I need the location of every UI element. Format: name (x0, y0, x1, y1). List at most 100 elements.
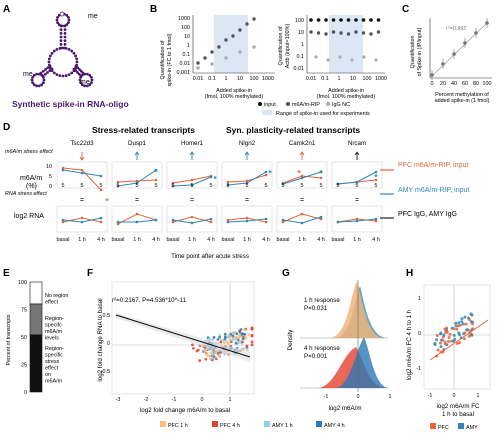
stress-arrow-icon (79, 152, 85, 161)
d-xtick: 4 h (152, 237, 160, 243)
nucleotide (79, 69, 83, 73)
g-p1: P=0.031 (304, 305, 328, 312)
f-point (208, 354, 212, 358)
b-right-xtick: 0.1 (321, 76, 329, 82)
c-xtick: 40 (451, 81, 457, 87)
d-xtick: basal (332, 237, 345, 243)
me-label-2: me (23, 71, 33, 78)
d-ytick: 5 (49, 174, 52, 180)
h-point (443, 327, 447, 331)
significance-star: * (319, 168, 323, 178)
b-left-xtick: 1000 (262, 76, 274, 82)
f-point (226, 335, 230, 339)
g-resp1: 1 h response (304, 297, 340, 304)
d-xtick: 4 h (97, 237, 105, 243)
series-point (300, 176, 304, 180)
c-point (452, 52, 456, 56)
b-right-ytick: 0.01 (294, 66, 305, 72)
rna-effect-equal: = (245, 197, 249, 204)
b-right-m6a-point (316, 31, 321, 35)
b-right-xtick: 1000 (375, 76, 387, 82)
panel-label-h: H (406, 268, 413, 279)
h-point (463, 331, 467, 335)
nucleotide (79, 81, 82, 85)
e-category-text: specific (45, 353, 63, 359)
b-right-ytick: 100 (295, 18, 304, 24)
igg-value: 5 (117, 183, 120, 189)
rna-effect-equal: = (80, 197, 84, 204)
h-point (444, 330, 448, 334)
b-right-igg-point (314, 55, 318, 59)
legend-pfc-label: PFC m6A/m-RIP, input (398, 162, 468, 169)
methyl-site (59, 11, 65, 17)
d-ytick: 10 (46, 164, 52, 170)
series-point (226, 183, 230, 187)
legend-input-marker (258, 102, 262, 106)
stress-arrow-icon (189, 151, 195, 160)
f-point (247, 332, 251, 336)
nucleotide (31, 81, 34, 85)
h-point (439, 331, 443, 335)
f-point (198, 359, 202, 362)
nucleotide (42, 81, 45, 85)
c-ylabel-2: of Spike-in (IP/input) (417, 27, 423, 76)
nucleotide (63, 28, 67, 32)
d-xtick: 4 h (372, 237, 380, 243)
b-left-xlabel-2: (fmol, 100% methylated) (205, 94, 264, 100)
h-point (447, 336, 451, 340)
c-r2: r²=0.992 (446, 26, 466, 32)
b-left-ytick: 1 (187, 43, 190, 49)
b-left-point (224, 56, 228, 60)
d-xtick: 1 h (353, 237, 361, 243)
f-point (239, 339, 242, 343)
gene-name-homer1: Homer1 (181, 140, 204, 147)
h-point (443, 342, 447, 346)
series-point (61, 220, 65, 224)
e-bar-segment (29, 334, 43, 393)
nucleotide (90, 75, 93, 79)
nucleotide (47, 60, 51, 64)
d-xtick: 1 h (243, 237, 251, 243)
f-legend-swatch (160, 421, 166, 427)
b-legend: input m6A/m-RIP IgG NC Range of spike-in… (258, 102, 370, 117)
series-point (264, 220, 268, 224)
b-left-point (210, 62, 214, 66)
e-ytick: 100 (18, 280, 27, 286)
b-right-input-point (354, 18, 358, 22)
series-point (61, 218, 65, 222)
c-xlabel-1: Percent methylation of (435, 92, 489, 98)
f-legend-label: PFC 1 h (168, 423, 188, 429)
h-point (469, 312, 473, 316)
series-point (135, 220, 139, 224)
rna-oligo-structure (30, 11, 94, 88)
nucleotide (59, 28, 63, 32)
series-point (374, 170, 378, 174)
panel-label-a: A (3, 4, 10, 15)
b-left-xtick: 0.01 (193, 76, 204, 82)
b-right-input-point (309, 18, 313, 22)
h-point (460, 317, 464, 321)
f-legend-label: AMY 4 h (324, 423, 345, 429)
series-point (80, 220, 84, 224)
nucleotide (41, 69, 45, 73)
series-point (355, 219, 359, 223)
series-point (99, 188, 103, 192)
significance-star: * (374, 172, 378, 182)
series-point (190, 183, 194, 187)
panel-label-g: G (282, 268, 290, 279)
nucleotide (70, 49, 74, 53)
h-ytick: 0 (418, 331, 421, 337)
series-point (374, 219, 378, 223)
series-point (99, 216, 103, 220)
g-xlabel: log2 m6A/m (328, 405, 361, 412)
nucleotide (50, 67, 54, 71)
legend-m6a-marker (286, 102, 290, 106)
legend-igg-label: PFC IgG, AMY IgG (398, 211, 457, 218)
e-ytick: 0 (24, 390, 27, 396)
series-point (116, 220, 120, 224)
f-point (243, 332, 247, 336)
h-point (460, 320, 464, 324)
d-xlabel: Time point after acute stress (171, 253, 249, 260)
c-xtick: 80 (473, 81, 479, 87)
